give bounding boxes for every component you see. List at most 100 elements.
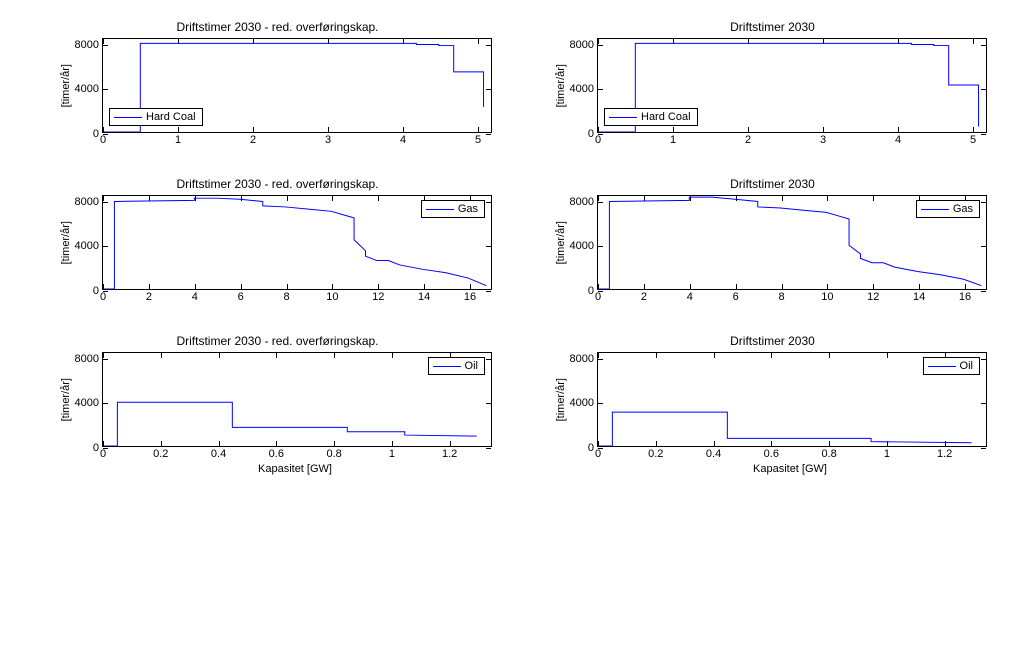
x-tick-label: 5	[475, 134, 481, 146]
chart-title: Driftstimer 2030	[555, 334, 990, 348]
x-tick-label: 2	[250, 134, 256, 146]
x-tick-label: 10	[821, 291, 833, 303]
x-tick-label: 2	[641, 291, 647, 303]
x-tick-label: 1	[389, 448, 395, 460]
panel-hardcoal-right: Driftstimer 2030 [timer/år] 01234504000800…	[555, 20, 990, 147]
x-tick-label: 0	[100, 291, 106, 303]
x-tick-label: 4	[400, 134, 406, 146]
legend-swatch	[114, 117, 142, 118]
x-tick-label: 14	[913, 291, 925, 303]
x-tick-label: 0	[595, 291, 601, 303]
plot-wrap: [timer/år] 0246810121416040008000Gas	[60, 195, 495, 290]
x-tick-label: 1	[670, 134, 676, 146]
y-tick-label: 0	[588, 128, 594, 140]
chart-title: Driftstimer 2030	[555, 177, 990, 191]
y-tick-label: 8000	[75, 39, 99, 51]
panel-oil-right: Driftstimer 2030[timer/år]00.20.40.60.81…	[555, 334, 990, 475]
chart-title: Driftstimer 2030 - red. overføringskap.	[60, 334, 495, 348]
legend-swatch	[921, 209, 949, 210]
chart-title: Driftstimer 2030 - red. overføringskap.	[60, 20, 495, 34]
y-axis-label: [timer/år]	[60, 221, 72, 264]
x-tick-label: 6	[238, 291, 244, 303]
x-tick-label: 5	[970, 134, 976, 146]
y-tick-label: 4000	[570, 240, 594, 252]
x-tick-label: 12	[867, 291, 879, 303]
x-tick-label: 0.2	[153, 448, 168, 460]
y-axis-label: [timer/år]	[555, 221, 567, 264]
x-tick-label: 0	[100, 134, 106, 146]
x-tick-label: 8	[283, 291, 289, 303]
x-axis-label: Kapasitet [GW]	[100, 463, 490, 475]
plot-wrap: [timer/år] 012345040008000Hard Coal	[555, 38, 990, 133]
legend-label: Hard Coal	[146, 111, 196, 123]
x-tick-label: 0	[595, 448, 601, 460]
y-axis-label: [timer/år]	[60, 378, 72, 421]
y-tick-label: 8000	[570, 196, 594, 208]
x-tick-label: 6	[733, 291, 739, 303]
x-tick-label: 16	[959, 291, 971, 303]
y-axis-label: [timer/år]	[555, 64, 567, 107]
legend-swatch	[928, 366, 956, 367]
plot-wrap: [timer/år] 00.20.40.60.811.2040008000Oil	[555, 352, 990, 447]
y-tick-label: 0	[93, 128, 99, 140]
x-tick-label: 2	[745, 134, 751, 146]
legend: Oil	[428, 357, 485, 375]
y-tick-label: 8000	[75, 353, 99, 365]
plot-area: 0246810121416040008000Gas	[597, 195, 987, 290]
y-axis-label: [timer/år]	[555, 378, 567, 421]
y-tick-label: 4000	[570, 83, 594, 95]
legend: Gas	[421, 200, 485, 218]
x-axis-label: Kapasitet [GW]	[595, 463, 985, 475]
plot-area: 012345040008000Hard Coal	[102, 38, 492, 133]
x-tick-label: 0.4	[211, 448, 226, 460]
y-tick-label: 4000	[75, 240, 99, 252]
x-tick-label: 0.6	[269, 448, 284, 460]
y-tick-label: 4000	[570, 397, 594, 409]
y-tick-label: 0	[93, 442, 99, 454]
x-tick-label: 0.8	[821, 448, 836, 460]
y-tick-label: 8000	[570, 39, 594, 51]
x-tick-label: 0.2	[648, 448, 663, 460]
x-tick-label: 3	[325, 134, 331, 146]
y-tick-label: 8000	[75, 196, 99, 208]
legend-label: Hard Coal	[641, 111, 691, 123]
x-tick-label: 1	[884, 448, 890, 460]
plot-wrap: [timer/år] 0246810121416040008000Gas	[555, 195, 990, 290]
x-tick-label: 4	[895, 134, 901, 146]
panel-gas-left: Driftstimer 2030 - red. overføringskap.[…	[60, 177, 495, 304]
chart-title: Driftstimer 2030	[555, 20, 990, 34]
legend-label: Oil	[465, 360, 478, 372]
x-tick-label: 0	[595, 134, 601, 146]
y-tick-label: 0	[588, 442, 594, 454]
y-axis-label: [timer/år]	[60, 64, 72, 107]
panel-oil-left: Driftstimer 2030 - red. overføringskap. […	[60, 334, 495, 475]
x-tick-label: 0.4	[706, 448, 721, 460]
y-tick-label: 0	[588, 285, 594, 297]
plot-area: 00.20.40.60.811.2040008000Oil	[102, 352, 492, 447]
legend-swatch	[426, 209, 454, 210]
y-tick-label: 0	[93, 285, 99, 297]
x-tick-label: 0.6	[764, 448, 779, 460]
panel-hardcoal-left: Driftstimer 2030 - red. overføringskap. […	[60, 20, 495, 147]
legend-label: Gas	[458, 203, 478, 215]
plot-area: 012345040008000Hard Coal	[597, 38, 987, 133]
x-tick-label: 16	[464, 291, 476, 303]
y-tick-label: 8000	[570, 353, 594, 365]
x-tick-label: 12	[372, 291, 384, 303]
plot-area: 0246810121416040008000Gas	[102, 195, 492, 290]
y-tick-label: 4000	[75, 83, 99, 95]
x-tick-label: 14	[418, 291, 430, 303]
plot-area: 00.20.40.60.811.2040008000Oil	[597, 352, 987, 447]
legend-swatch	[609, 117, 637, 118]
x-tick-label: 1.2	[442, 448, 457, 460]
legend-label: Oil	[960, 360, 973, 372]
x-tick-label: 8	[778, 291, 784, 303]
x-tick-label: 4	[687, 291, 693, 303]
x-tick-label: 0.8	[326, 448, 341, 460]
legend-swatch	[433, 366, 461, 367]
x-tick-label: 1	[175, 134, 181, 146]
y-tick-label: 4000	[75, 397, 99, 409]
panel-gas-right: Driftstimer 2030[timer/år]02468101214160…	[555, 177, 990, 304]
legend: Hard Coal	[109, 108, 203, 126]
x-tick-label: 4	[192, 291, 198, 303]
